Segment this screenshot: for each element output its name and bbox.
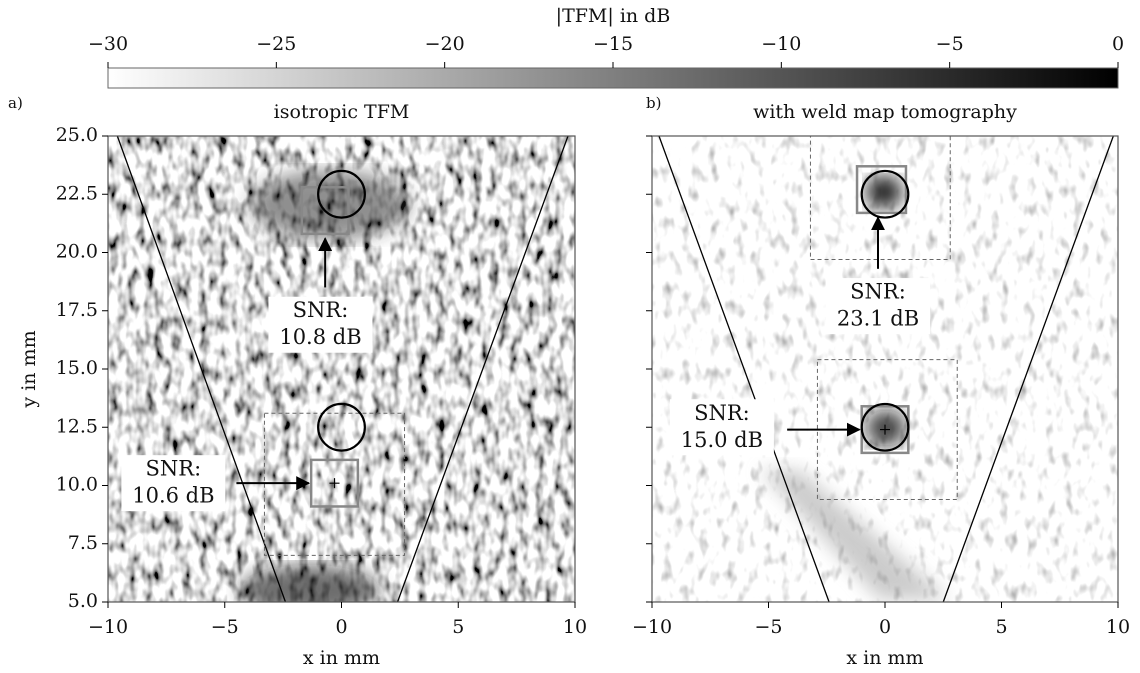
y-tick-label: 20.0	[56, 241, 98, 263]
annotation-box	[121, 455, 226, 512]
colorbar-tick-label: −10	[761, 33, 801, 55]
panel-label: b)	[646, 94, 661, 112]
annotation-text: SNR:	[146, 457, 202, 481]
colorbar	[107, 67, 1119, 89]
x-tick-label: 0	[879, 616, 891, 638]
annotation-text: 10.8 dB	[279, 325, 361, 349]
colorbar-label: |TFM| in dB	[556, 5, 671, 27]
y-tick-label: 17.5	[56, 299, 98, 321]
defect-circle	[317, 169, 366, 219]
x-tick-label: 0	[335, 616, 347, 638]
noise-region	[809, 136, 951, 260]
colorbar-tick-label: −5	[936, 33, 964, 55]
annotation-box	[268, 296, 373, 353]
signal-region	[855, 165, 908, 215]
x-axis-label: x in mm	[846, 647, 923, 669]
colorbar-tick-label: −20	[425, 33, 465, 55]
x-tick-label: 5	[452, 616, 464, 638]
x-tick-label: −5	[754, 616, 782, 638]
annotation-box	[826, 278, 931, 335]
peak-marker	[880, 424, 890, 435]
panel-title: isotropic TFM	[274, 101, 410, 123]
colorbar-tick-label: −25	[256, 33, 296, 55]
aperture-line	[658, 136, 830, 602]
aperture-line	[396, 136, 569, 602]
colorbar-tick-label: −15	[593, 33, 633, 55]
y-tick-label: 22.5	[56, 182, 98, 204]
annotation-text: SNR:	[850, 280, 906, 304]
aperture-line	[116, 136, 287, 602]
image-b	[652, 136, 1118, 602]
dark-region	[760, 470, 950, 600]
dark-region	[866, 410, 906, 446]
y-tick-label: 10.0	[56, 474, 98, 496]
annotation-text: 10.6 dB	[132, 484, 214, 508]
annotation-box	[669, 399, 774, 456]
annotation-text: 23.1 dB	[837, 307, 919, 331]
panel-label: a)	[8, 94, 23, 112]
annotation-text: SNR:	[293, 298, 349, 322]
x-axis-label: x in mm	[303, 647, 380, 669]
dark-region	[240, 565, 380, 602]
overlays	[116, 136, 569, 602]
x-tick-label: 10	[1106, 616, 1130, 638]
peak-marker	[329, 478, 340, 489]
aperture-line	[942, 136, 1114, 602]
image-a	[108, 136, 575, 602]
signal-region	[309, 458, 360, 508]
y-tick-label: 15.0	[56, 357, 98, 379]
overlays	[658, 136, 1114, 602]
colorbar-tick-label: −30	[88, 33, 128, 55]
defect-circle	[860, 402, 910, 452]
colorbar-tick-label: 0	[1112, 33, 1124, 55]
annotation-text: SNR:	[694, 401, 750, 425]
y-tick-label: 7.5	[68, 532, 98, 554]
noise-region	[263, 412, 406, 556]
x-tick-label: −10	[632, 616, 672, 638]
y-tick-label: 5.0	[68, 590, 98, 612]
y-tick-label: 25.0	[56, 124, 98, 146]
panel-title: with weld map tomography	[753, 101, 1017, 123]
annotation-text: 15.0 dB	[681, 428, 763, 452]
x-tick-label: −10	[88, 616, 128, 638]
x-tick-label: 10	[563, 616, 587, 638]
dark-region	[250, 170, 410, 240]
y-tick-label: 12.5	[56, 415, 98, 437]
dark-region	[866, 176, 902, 208]
x-tick-label: −5	[211, 616, 239, 638]
defect-circle	[317, 402, 366, 452]
x-tick-label: 5	[995, 616, 1007, 638]
y-axis-label: y in mm	[18, 330, 40, 408]
signal-region	[300, 186, 350, 236]
